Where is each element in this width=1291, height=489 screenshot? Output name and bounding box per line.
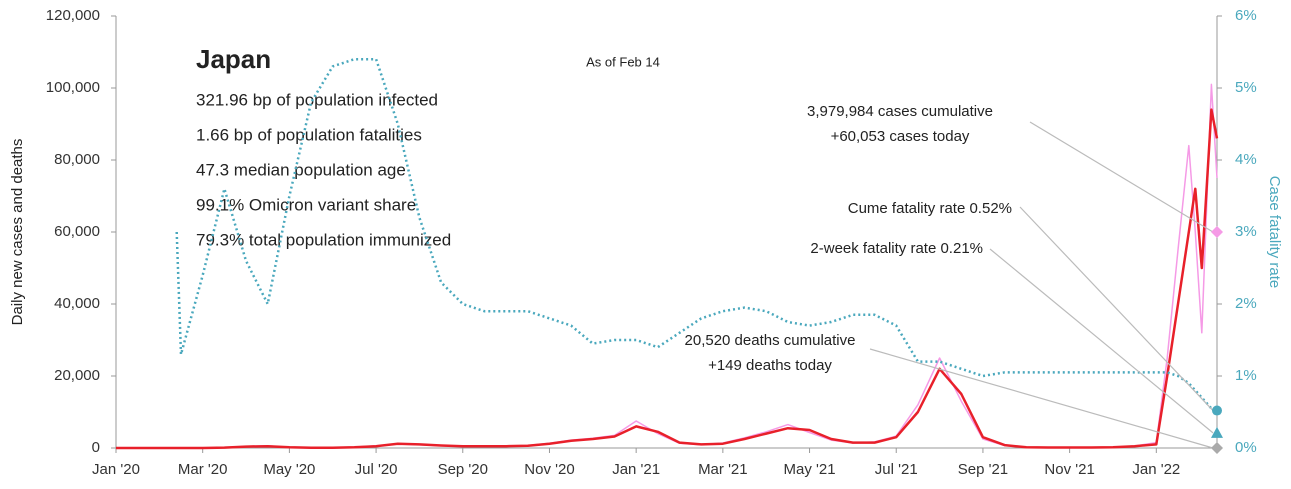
x-tick-label: Sep '21	[958, 461, 1008, 478]
x-tick-label: Jan '21	[612, 461, 660, 478]
annotation-text: 2-week fatality rate 0.21%	[810, 240, 983, 257]
y2-axis-label: Case fatality rate	[1266, 176, 1283, 289]
annotation-text: Cume fatality rate 0.52%	[848, 200, 1012, 217]
info-line: 1.66 bp of population fatalities	[196, 125, 422, 144]
x-tick-label: Mar '20	[178, 461, 228, 478]
annotation-text: 20,520 deaths cumulative	[685, 332, 856, 349]
y2-tick-label: 0%	[1235, 439, 1257, 456]
y-tick-label: 80,000	[54, 151, 100, 168]
x-tick-label: Nov '20	[524, 461, 574, 478]
annotation-text: +149 deaths today	[708, 357, 832, 374]
note: As of Feb 14	[586, 54, 660, 69]
series-line	[116, 108, 1219, 450]
leader-line	[869, 348, 1214, 449]
annotation-text: +60,053 cases today	[831, 128, 970, 145]
leader-line	[1019, 206, 1214, 411]
x-tick-label: Sep '20	[438, 461, 488, 478]
series-line	[175, 57, 1218, 412]
info-line: 321.96 bp of population infected	[196, 90, 438, 109]
info-line: 47.3 median population age	[196, 160, 406, 179]
y2-tick-label: 1%	[1235, 367, 1257, 384]
x-tick-label: Jan '22	[1132, 461, 1180, 478]
leader-line	[1029, 121, 1214, 233]
x-tick-label: Jul '20	[355, 461, 398, 478]
x-tick-label: Nov '21	[1044, 461, 1094, 478]
info-line: 79.3% total population immunized	[196, 230, 451, 249]
y2-tick-label: 6%	[1235, 7, 1257, 24]
end-marker	[1211, 226, 1223, 238]
y-axis-label: Daily new cases and deaths	[9, 139, 26, 326]
end-marker	[1211, 442, 1223, 454]
y2-tick-label: 3%	[1235, 223, 1257, 240]
x-tick-label: May '20	[263, 461, 315, 478]
end-marker	[1212, 405, 1222, 416]
x-tick-label: Jul '21	[875, 461, 918, 478]
chart-title: Japan	[196, 44, 271, 74]
y-tick-label: 60,000	[54, 223, 100, 240]
y-tick-label: 0	[92, 439, 100, 456]
y-tick-label: 120,000	[46, 7, 100, 24]
y2-tick-label: 5%	[1235, 79, 1257, 96]
x-tick-label: May '21	[784, 461, 836, 478]
y-tick-label: 100,000	[46, 79, 100, 96]
y2-tick-label: 2%	[1235, 295, 1257, 312]
y-tick-label: 40,000	[54, 295, 100, 312]
y-tick-label: 20,000	[54, 367, 100, 384]
y2-tick-label: 4%	[1235, 151, 1257, 168]
leader-line	[989, 248, 1214, 434]
x-tick-label: Jan '20	[92, 461, 140, 478]
annotation-text: 3,979,984 cases cumulative	[807, 103, 993, 120]
x-tick-label: Mar '21	[698, 461, 748, 478]
end-marker	[1211, 426, 1223, 438]
info-line: 99.1% Omicron variant share	[196, 195, 416, 214]
